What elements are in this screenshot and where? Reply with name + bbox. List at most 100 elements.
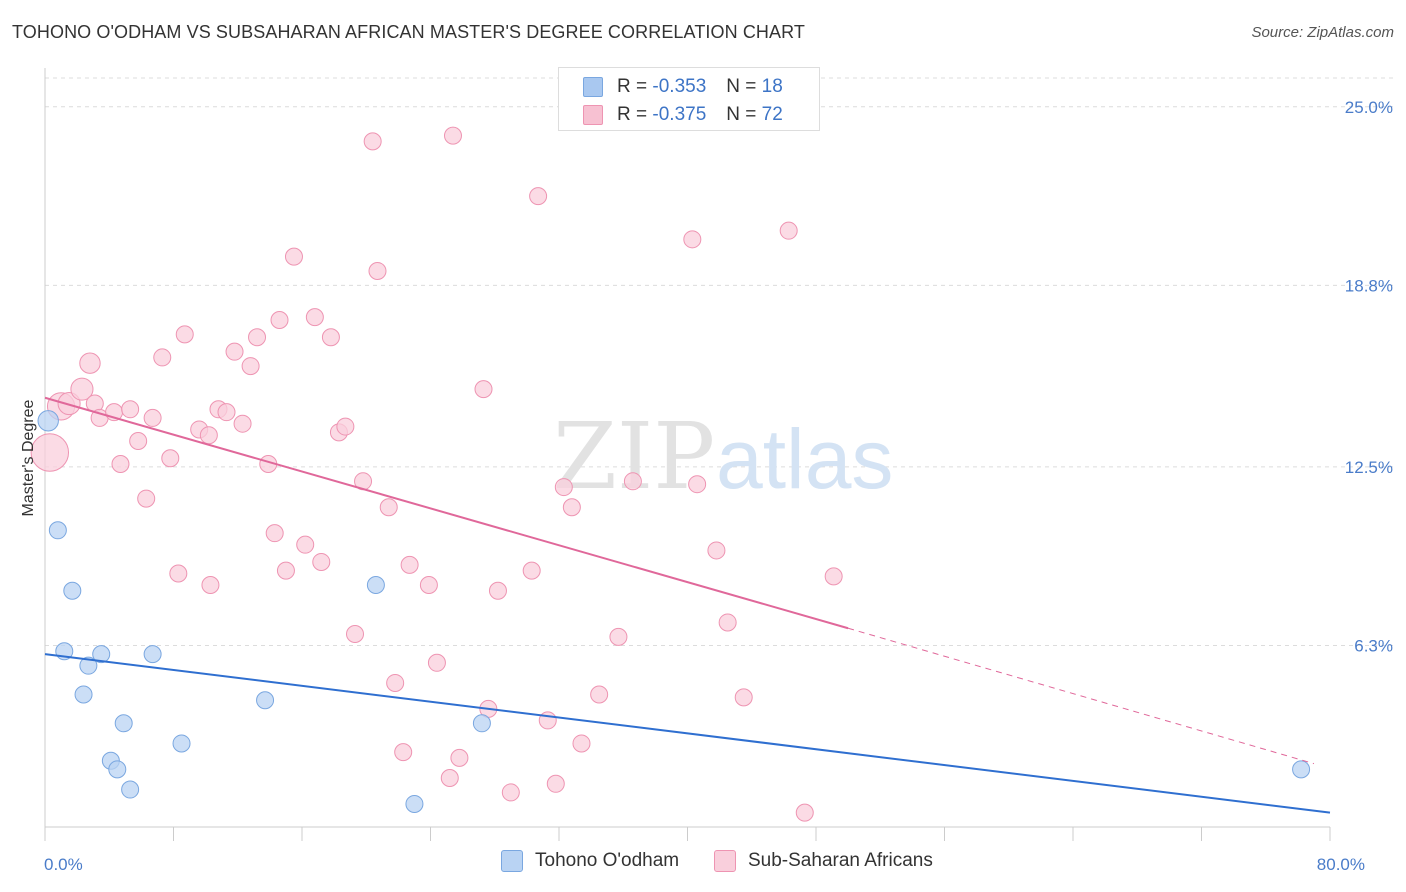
y-axis-label: Master's Degree: [20, 399, 37, 516]
point-tohono: [48, 521, 67, 540]
point-subsaharan: [824, 567, 843, 586]
legend-row-tohono: R = -0.353 N = 18: [559, 73, 783, 101]
x-tick-label: 80.0%: [1317, 855, 1365, 874]
legend-swatch-subsaharan: [583, 105, 603, 125]
point-subsaharan: [707, 541, 726, 560]
series-legend: Tohono O'odham Sub-Saharan Africans: [0, 850, 1406, 878]
y-tick-label: 18.8%: [1345, 276, 1393, 295]
point-subsaharan: [169, 564, 188, 583]
point-subsaharan: [284, 247, 303, 266]
point-subsaharan: [199, 426, 218, 445]
point-subsaharan: [137, 489, 156, 508]
y-tick-label: 6.3%: [1354, 637, 1393, 656]
point-subsaharan: [79, 352, 101, 374]
legend-n-value: 18: [761, 76, 783, 97]
point-subsaharan: [217, 403, 236, 422]
point-subsaharan: [312, 552, 331, 571]
point-subsaharan: [427, 653, 446, 672]
point-subsaharan: [296, 535, 315, 554]
point-subsaharan: [321, 328, 340, 347]
point-tohono: [366, 576, 385, 595]
legend-r-value: -0.353: [652, 76, 707, 97]
chart-title: TOHONO O'ODHAM VS SUBSAHARAN AFRICAN MAS…: [12, 22, 805, 42]
point-subsaharan: [400, 555, 419, 574]
legend-n-label: N =: [726, 104, 757, 125]
trend-line-tohono: [44, 653, 1331, 814]
point-subsaharan: [394, 743, 413, 762]
point-tohono: [472, 714, 491, 733]
legend-n-label: N =: [726, 76, 757, 97]
point-subsaharan: [554, 478, 573, 497]
legend-n-value: 72: [761, 104, 783, 125]
point-subsaharan: [129, 431, 148, 450]
point-subsaharan: [175, 325, 194, 344]
legend-swatch-tohono: [583, 77, 603, 97]
point-subsaharan: [248, 328, 267, 347]
point-subsaharan: [386, 673, 405, 692]
y-tick-label: 25.0%: [1345, 98, 1393, 117]
legend-item-subsaharan[interactable]: Sub-Saharan Africans: [714, 850, 933, 872]
point-subsaharan: [201, 576, 220, 595]
point-subsaharan: [121, 400, 140, 419]
point-tohono: [114, 714, 133, 733]
legend-swatch-subsaharan: [714, 850, 736, 872]
point-subsaharan: [546, 774, 565, 793]
point-subsaharan: [474, 380, 493, 399]
point-tohono: [108, 760, 127, 779]
point-subsaharan: [241, 357, 260, 376]
point-subsaharan: [379, 498, 398, 517]
point-subsaharan: [718, 613, 737, 632]
point-tohono: [74, 685, 93, 704]
watermark-zip: ZIP: [553, 403, 715, 510]
legend-swatch-tohono: [501, 850, 523, 872]
legend-label-subsaharan: Sub-Saharan Africans: [748, 850, 933, 871]
point-subsaharan: [590, 685, 609, 704]
point-subsaharan: [363, 132, 382, 151]
trend-line-subsaharan: [44, 396, 849, 630]
point-tohono: [172, 734, 191, 753]
point-subsaharan: [161, 449, 180, 468]
point-subsaharan: [336, 417, 355, 436]
watermark-atlas: atlas: [716, 412, 893, 506]
legend-r-label: R =: [617, 104, 648, 125]
point-subsaharan: [143, 408, 162, 427]
point-subsaharan: [443, 126, 462, 145]
point-subsaharan: [450, 748, 469, 767]
point-subsaharan: [419, 576, 438, 595]
point-subsaharan: [265, 524, 284, 543]
point-subsaharan: [734, 688, 753, 707]
point-subsaharan: [276, 561, 295, 580]
point-tohono: [92, 645, 111, 664]
point-tohono: [37, 410, 59, 432]
point-subsaharan: [522, 561, 541, 580]
point-subsaharan: [111, 455, 130, 474]
tick-labels: 6.3% 12.5% 18.8% 25.0% 0.0% 80.0%: [44, 98, 1393, 874]
point-subsaharan: [572, 734, 591, 753]
point-subsaharan: [346, 624, 365, 643]
point-tohono: [79, 656, 98, 675]
point-tohono: [256, 691, 275, 710]
legend-row-subsaharan: R = -0.375 N = 72: [559, 101, 783, 129]
point-subsaharan: [440, 769, 459, 788]
legend-item-tohono[interactable]: Tohono O'odham: [501, 850, 679, 872]
point-subsaharan: [70, 377, 94, 401]
point-subsaharan: [225, 342, 244, 361]
point-subsaharan: [795, 803, 814, 822]
point-tohono: [121, 780, 140, 799]
watermark: ZIP atlas: [553, 403, 893, 510]
stats-legend: R = -0.353 N = 18 R = -0.375 N = 72: [558, 67, 820, 131]
point-subsaharan: [305, 308, 324, 327]
legend-label-tohono: Tohono O'odham: [535, 850, 680, 871]
point-tohono: [63, 581, 82, 600]
point-subsaharan: [233, 414, 252, 433]
point-subsaharan: [368, 262, 387, 281]
point-subsaharan: [683, 230, 702, 249]
point-tohono: [405, 794, 424, 813]
point-tohono: [143, 645, 162, 664]
point-subsaharan: [501, 783, 520, 802]
y-tick-label: 12.5%: [1345, 458, 1393, 477]
trend-line-subsaharan-extension: [847, 627, 1315, 765]
legend-r-value: -0.375: [652, 104, 707, 125]
point-tohono: [1292, 760, 1311, 779]
